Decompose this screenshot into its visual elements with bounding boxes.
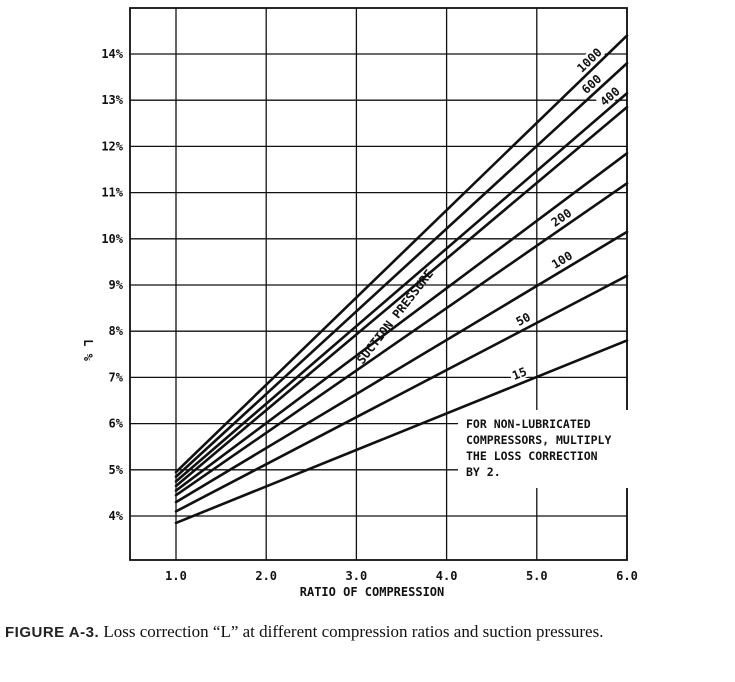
y-axis-title: L % [81, 339, 95, 361]
loss-correction-chart: 1.0 2.0 3.0 4.0 5.0 6.0 4% 5% 6% 7% 8% 9% 10% 11% 12%… [81, 7, 638, 599]
y-tick-label-3: 7% [109, 370, 124, 384]
x-tick-label-3: 4.0 [436, 569, 458, 583]
figure-caption: FIGURE A-3. Loss correction “L” at diffe… [5, 620, 731, 645]
x-tick-label-0: 1.0 [165, 569, 187, 583]
series-line-400 [174, 91, 629, 483]
x-tick-label-4: 5.0 [526, 569, 548, 583]
series-line-1000 [174, 34, 629, 474]
series-line-50 [174, 274, 629, 513]
note-line-3: THE LOSS CORRECTION [466, 449, 598, 463]
series-line-200 [174, 182, 629, 497]
caption-text: Loss correction “L” at different compres… [99, 622, 604, 641]
x-tick-label-5: 6.0 [616, 569, 638, 583]
x-axis-title: RATIO OF COMPRESSION [300, 585, 445, 599]
y-tick-label-1: 5% [109, 463, 124, 477]
series-lines [174, 34, 629, 525]
x-tick-label-2: 3.0 [346, 569, 368, 583]
x-tick-label-1: 2.0 [255, 569, 277, 583]
y-tick-label-6: 10% [101, 232, 123, 246]
series-line-100 [174, 230, 629, 504]
y-tick-label-0: 4% [109, 509, 124, 523]
series-line-15 [174, 339, 629, 525]
series-line-unlabeled-4 [174, 152, 629, 492]
series-line-unlabeled-3 [174, 105, 629, 488]
y-tick-labels: 4% 5% 6% 7% 8% 9% 10% 11% 12% 13% 14% [101, 47, 123, 523]
x-tick-labels: 1.0 2.0 3.0 4.0 5.0 6.0 [165, 569, 638, 583]
curve-label-50: 50 [514, 310, 533, 329]
note-line-4: BY 2. [466, 465, 501, 479]
caption-label: FIGURE A-3. [5, 624, 100, 641]
note-line-1: FOR NON-LUBRICATED [466, 417, 591, 431]
y-tick-label-4: 8% [109, 324, 124, 338]
curve-label-15: 15 [510, 364, 529, 382]
y-tick-label-9: 13% [101, 93, 123, 107]
y-tick-label-10: 14% [101, 47, 123, 61]
y-tick-label-5: 9% [109, 278, 124, 292]
y-tick-label-8: 12% [101, 139, 123, 153]
note-box [458, 410, 628, 488]
series-line-600 [174, 61, 629, 479]
y-tick-label-2: 6% [109, 417, 124, 431]
note-line-2: COMPRESSORS, MULTIPLY [466, 433, 611, 447]
y-tick-label-7: 11% [101, 186, 123, 200]
